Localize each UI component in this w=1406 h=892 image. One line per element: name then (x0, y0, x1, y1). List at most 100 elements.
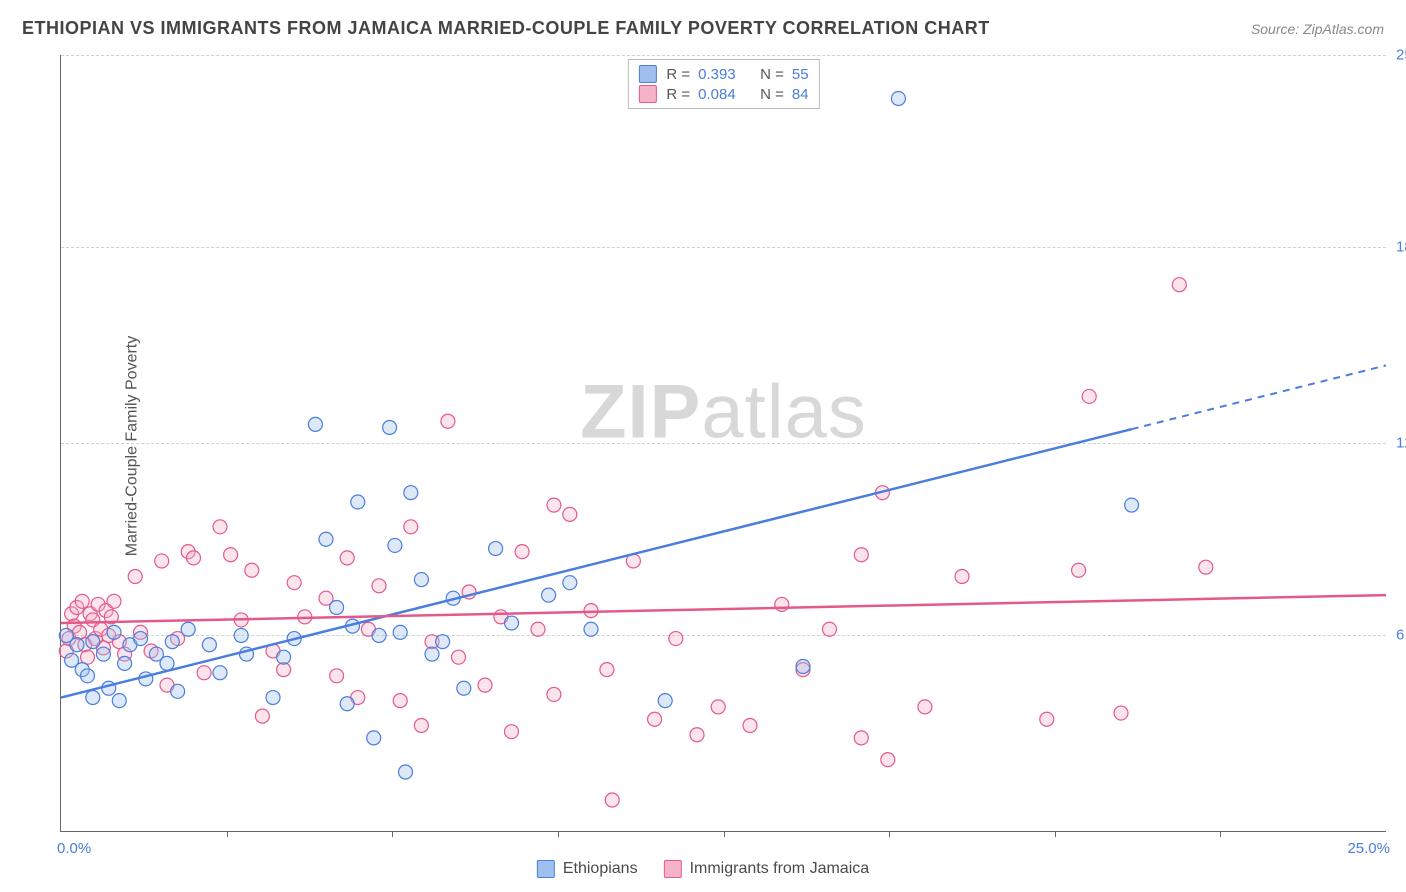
legend-n-value-1: 84 (792, 86, 809, 103)
data-point (489, 542, 503, 556)
data-point (796, 659, 810, 673)
data-point (711, 700, 725, 714)
data-point (605, 793, 619, 807)
data-point (600, 663, 614, 677)
data-point (75, 594, 89, 608)
legend-r-label-0: R = (666, 66, 690, 83)
legend-bottom-label-1: Immigrants from Jamaica (690, 860, 870, 878)
data-point (404, 520, 418, 534)
y-tick-label: 12.5% (1388, 435, 1406, 452)
data-point (690, 728, 704, 742)
data-point (255, 709, 269, 723)
data-point (81, 669, 95, 683)
legend-r-value-1: 0.084 (698, 86, 746, 103)
data-point (775, 597, 789, 611)
y-tick-label: 6.3% (1388, 627, 1406, 644)
data-point (86, 635, 100, 649)
legend-row-series-1: R = 0.084 N = 84 (638, 84, 808, 104)
data-point (266, 691, 280, 705)
data-point (891, 91, 905, 105)
data-point (478, 678, 492, 692)
data-point (330, 601, 344, 615)
data-point (505, 725, 519, 739)
x-tick-mark (227, 831, 228, 837)
regression-line (61, 595, 1386, 623)
data-point (1082, 389, 1096, 403)
legend-r-label-1: R = (666, 86, 690, 103)
data-point (404, 486, 418, 500)
data-point (372, 579, 386, 593)
data-point (854, 548, 868, 562)
data-point (457, 681, 471, 695)
data-point (441, 414, 455, 428)
data-point (181, 622, 195, 636)
x-tick-mark (1055, 831, 1056, 837)
regression-line-extrapolated (1132, 365, 1386, 429)
data-point (393, 625, 407, 639)
x-tick-mark (1220, 831, 1221, 837)
data-point (584, 622, 598, 636)
data-point (531, 622, 545, 636)
data-point (70, 638, 84, 652)
data-point (372, 628, 386, 642)
data-point (171, 684, 185, 698)
data-point (436, 635, 450, 649)
data-point (245, 563, 259, 577)
data-point (351, 495, 365, 509)
data-point (547, 687, 561, 701)
data-point (547, 498, 561, 512)
data-point (330, 669, 344, 683)
data-point (743, 718, 757, 732)
data-point (213, 666, 227, 680)
data-point (383, 420, 397, 434)
data-point (1125, 498, 1139, 512)
legend-bottom-swatch-1 (664, 860, 682, 878)
data-point (1199, 560, 1213, 574)
legend-swatch-1 (638, 85, 656, 103)
data-point (96, 647, 110, 661)
regression-line (61, 429, 1132, 697)
data-point (160, 656, 174, 670)
data-point (224, 548, 238, 562)
chart-plot-area: ZIPatlas R = 0.393 N = 55 R = 0.084 N = … (60, 55, 1386, 832)
data-point (319, 532, 333, 546)
data-point (340, 697, 354, 711)
data-point (542, 588, 556, 602)
chart-header: ETHIOPIAN VS IMMIGRANTS FROM JAMAICA MAR… (22, 18, 1384, 39)
x-tick-mark (889, 831, 890, 837)
data-point (399, 765, 413, 779)
legend-n-value-0: 55 (792, 66, 809, 83)
data-point (393, 694, 407, 708)
data-point (187, 551, 201, 565)
data-point (202, 638, 216, 652)
data-point (340, 551, 354, 565)
legend-row-series-0: R = 0.393 N = 55 (638, 64, 808, 84)
data-point (669, 632, 683, 646)
data-point (86, 691, 100, 705)
y-tick-label: 25.0% (1388, 47, 1406, 64)
legend-bottom-label-0: Ethiopians (563, 860, 638, 878)
x-tick-mark (392, 831, 393, 837)
data-point (1072, 563, 1086, 577)
data-point (563, 576, 577, 590)
x-start-label: 0.0% (57, 840, 91, 857)
data-point (918, 700, 932, 714)
data-point (367, 731, 381, 745)
x-tick-mark (724, 831, 725, 837)
legend-n-label-0: N = (760, 66, 784, 83)
legend-series: Ethiopians Immigrants from Jamaica (537, 860, 869, 878)
data-point (955, 569, 969, 583)
data-point (881, 753, 895, 767)
data-point (165, 635, 179, 649)
data-point (308, 417, 322, 431)
data-point (1040, 712, 1054, 726)
data-point (1114, 706, 1128, 720)
data-point (823, 622, 837, 636)
data-point (128, 569, 142, 583)
data-point (234, 628, 248, 642)
data-point (505, 616, 519, 630)
data-point (118, 656, 132, 670)
data-point (1172, 278, 1186, 292)
data-point (107, 594, 121, 608)
data-point (515, 545, 529, 559)
